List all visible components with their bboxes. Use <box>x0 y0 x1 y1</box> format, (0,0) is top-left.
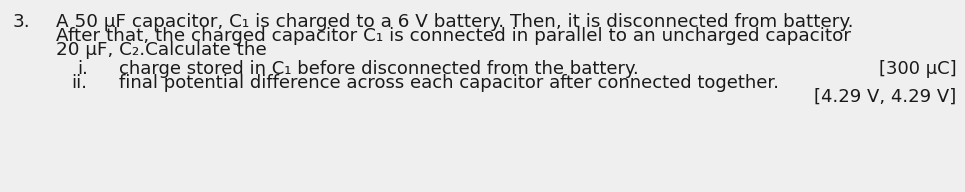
Text: [300 μC]: [300 μC] <box>879 60 956 78</box>
Text: [4.29 V, 4.29 V]: [4.29 V, 4.29 V] <box>814 87 956 105</box>
Text: A 50 μF capacitor, C₁ is charged to a 6 V battery. Then, it is disconnected from: A 50 μF capacitor, C₁ is charged to a 6 … <box>56 13 853 31</box>
Text: After that, the charged capacitor C₁ is connected in parallel to an uncharged ca: After that, the charged capacitor C₁ is … <box>56 27 851 45</box>
Text: 3.: 3. <box>13 13 30 31</box>
Text: final potential difference across each capacitor after connected together.: final potential difference across each c… <box>119 74 779 92</box>
Text: charge stored in C₁ before disconnected from the battery.: charge stored in C₁ before disconnected … <box>119 60 639 78</box>
Text: 20 μF, C₂.Calculate the: 20 μF, C₂.Calculate the <box>56 41 266 59</box>
Text: ii.: ii. <box>71 74 88 92</box>
Text: i.: i. <box>77 60 88 78</box>
